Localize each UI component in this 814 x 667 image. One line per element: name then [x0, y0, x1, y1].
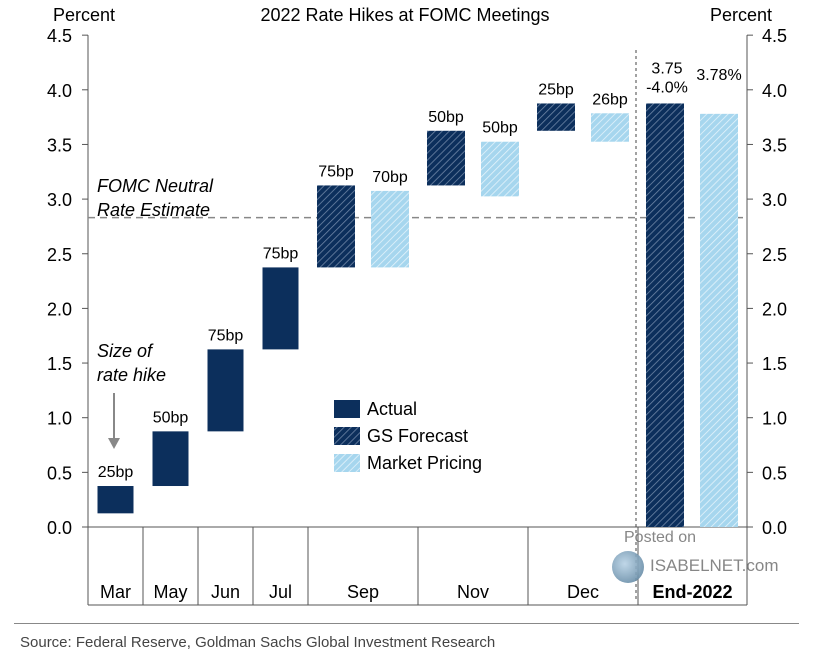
bar-jul-actual [262, 267, 299, 350]
bar-labels-group: 25bp 50bp 75bp 75bp 75bp 70bp 50bp 50bp 25bp 26bp… [98, 60, 742, 481]
data-label: 25bp [98, 464, 134, 481]
bar-sep-market-pricing [371, 190, 409, 268]
axes: 0.0 0.0 0.5 0.5 1.0 1.0 1.5 1.5 2.0 2.0 2.5 2.5 3.0 3… [47, 26, 787, 600]
rate-hike-annotation: Size of rate hike [97, 341, 166, 449]
right-tick-label: 0.5 [762, 463, 787, 483]
data-label: 3.75 [651, 60, 682, 77]
annotation-line-2: rate hike [97, 365, 166, 385]
category-label-sep: Sep [347, 582, 379, 602]
right-tick-label: 0.0 [762, 518, 787, 538]
category-label-mar: Mar [100, 582, 131, 602]
legend-swatch-gs-forecast [334, 427, 360, 445]
category-label-end-2022: End-2022 [652, 582, 732, 602]
left-tick-label: 4.0 [47, 81, 72, 101]
legend-swatch-actual [334, 400, 360, 418]
chart-title: 2022 Rate Hikes at FOMC Meetings [260, 5, 549, 25]
neutral-rate-reference: FOMC Neutral Rate Estimate [88, 176, 747, 220]
left-tick-label: 1.5 [47, 354, 72, 374]
left-tick-label: 0.5 [47, 463, 72, 483]
data-label: 75bp [208, 327, 244, 344]
left-tick-label: 0.0 [47, 518, 72, 538]
category-axis: Mar May Jun Jul Sep Nov Dec End-2022 [87, 527, 748, 606]
legend-label-gs-forecast: GS Forecast [367, 426, 468, 446]
bar-dec-gs-forecast [537, 103, 575, 131]
data-label: 26bp [592, 91, 628, 108]
globe-icon [612, 551, 644, 583]
data-label: 3.78% [696, 67, 741, 84]
left-tick-label: 3.5 [47, 135, 72, 155]
right-tick-label: 1.0 [762, 409, 787, 429]
source-note: Source: Federal Reserve, Goldman Sachs G… [20, 634, 496, 651]
bar-nov-market-pricing [481, 141, 519, 197]
left-axis-label: Percent [53, 5, 115, 25]
bar-mar-actual [97, 486, 134, 514]
right-tick-label: 1.5 [762, 354, 787, 374]
bar-sep-gs-forecast [317, 185, 355, 268]
annotation-line-1: Size of [97, 341, 154, 361]
bar-dec-market-pricing [591, 113, 629, 142]
legend: Actual GS Forecast Market Pricing [334, 399, 482, 473]
data-label: 75bp [263, 245, 299, 262]
category-label-may: May [153, 582, 187, 602]
right-tick-label: 4.0 [762, 81, 787, 101]
legend-swatch-market-pricing [334, 454, 360, 472]
right-axis-label: Percent [710, 5, 772, 25]
data-label: 50bp [482, 120, 518, 137]
data-label: 25bp [538, 81, 574, 98]
category-label-jul: Jul [269, 582, 292, 602]
footer-divider [14, 623, 799, 624]
left-tick-label: 2.5 [47, 245, 72, 265]
right-tick-label: 3.5 [762, 135, 787, 155]
category-label-nov: Nov [457, 582, 489, 602]
watermark-posted: Posted on [624, 529, 697, 546]
data-label: 50bp [153, 409, 189, 426]
bar-end-2022-gs-forecast [646, 103, 684, 528]
neutral-rate-label-2: Rate Estimate [97, 200, 210, 220]
legend-label-actual: Actual [367, 399, 417, 419]
data-label: -4.0% [646, 79, 688, 96]
legend-label-market-pricing: Market Pricing [367, 453, 482, 473]
data-label: 50bp [428, 109, 464, 126]
data-label: 75bp [318, 163, 354, 180]
right-tick-label: 4.5 [762, 26, 787, 46]
left-tick-label: 2.0 [47, 299, 72, 319]
neutral-rate-label-1: FOMC Neutral [97, 176, 214, 196]
right-tick-label: 2.5 [762, 245, 787, 265]
left-tick-label: 4.5 [47, 26, 72, 46]
bar-may-actual [152, 431, 189, 487]
left-tick-label: 1.0 [47, 409, 72, 429]
category-label-jun: Jun [211, 582, 240, 602]
annotation-arrow-head [108, 438, 120, 449]
data-label: 70bp [372, 169, 408, 186]
fomc-rate-hike-chart: 2022 Rate Hikes at FOMC Meetings Percent… [47, 5, 787, 606]
bar-nov-gs-forecast [427, 130, 465, 186]
right-tick-label: 2.0 [762, 299, 787, 319]
bar-jun-actual [207, 349, 244, 432]
category-label-dec: Dec [567, 582, 599, 602]
watermark-site: ISABELNET.com [650, 556, 779, 575]
right-tick-label: 3.0 [762, 190, 787, 210]
bars-group [97, 103, 738, 528]
bar-end-2022-market-pricing [700, 113, 738, 527]
left-tick-label: 3.0 [47, 190, 72, 210]
